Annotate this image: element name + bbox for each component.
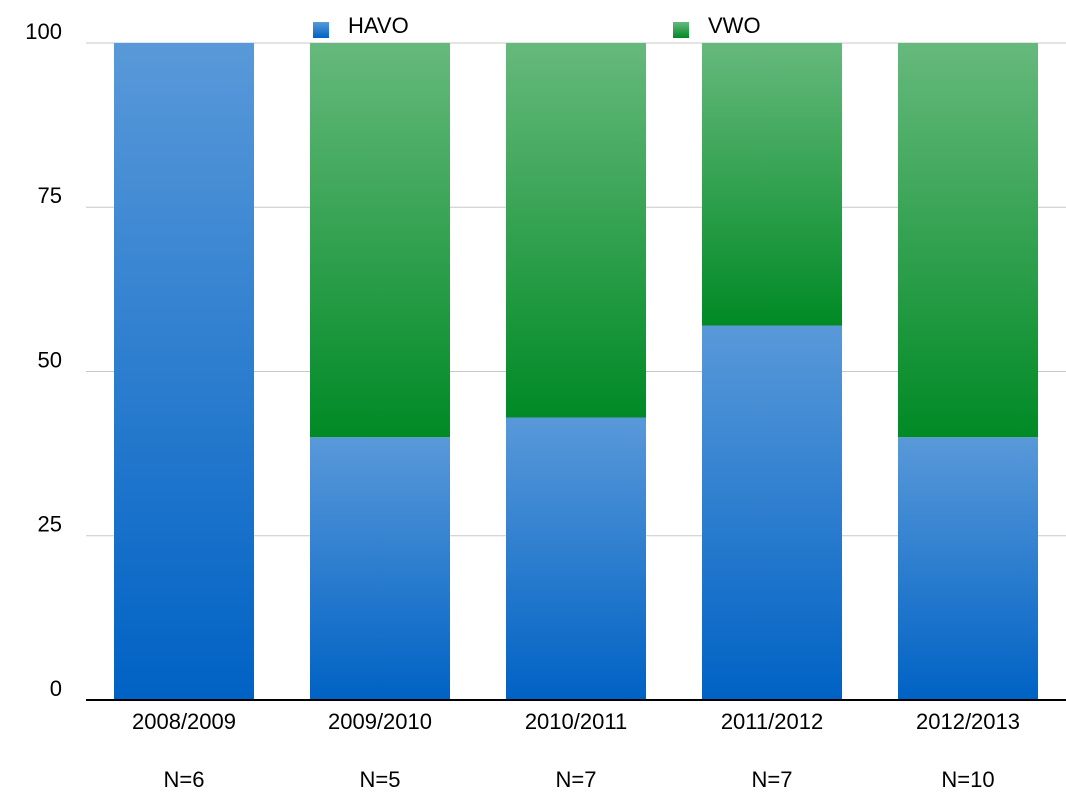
- bar-segment: [114, 43, 254, 700]
- bar-segment: [506, 43, 646, 418]
- bar-segment: [310, 437, 450, 700]
- bar-segment: [898, 437, 1038, 700]
- y-tick-label: 25: [38, 512, 62, 537]
- n-label: N=7: [752, 767, 793, 792]
- x-tick-label: 2009/2010: [328, 709, 432, 734]
- bar-segment: [898, 43, 1038, 438]
- y-tick-label: 100: [25, 19, 62, 44]
- x-tick-label: 2010/2011: [525, 709, 627, 734]
- n-label: N=7: [556, 767, 597, 792]
- bar-segment: [506, 417, 646, 700]
- n-label: N=5: [360, 767, 401, 792]
- y-tick-label: 50: [38, 347, 62, 372]
- n-label: N=6: [164, 767, 205, 792]
- y-tick-label: 0: [50, 676, 62, 701]
- legend-label: HAVO: [348, 13, 409, 38]
- x-tick-label: 2011/2012: [721, 709, 823, 734]
- x-tick-label: 2012/2013: [916, 709, 1020, 734]
- legend-label: VWO: [708, 13, 761, 38]
- n-label: N=10: [941, 767, 994, 792]
- x-tick-label: 2008/2009: [132, 709, 236, 734]
- y-tick-label: 75: [38, 183, 62, 208]
- legend-swatch: [313, 22, 329, 38]
- bar-segment: [702, 43, 842, 326]
- bar-segment: [702, 325, 842, 700]
- legend-swatch: [673, 22, 689, 38]
- bar-segment: [310, 43, 450, 438]
